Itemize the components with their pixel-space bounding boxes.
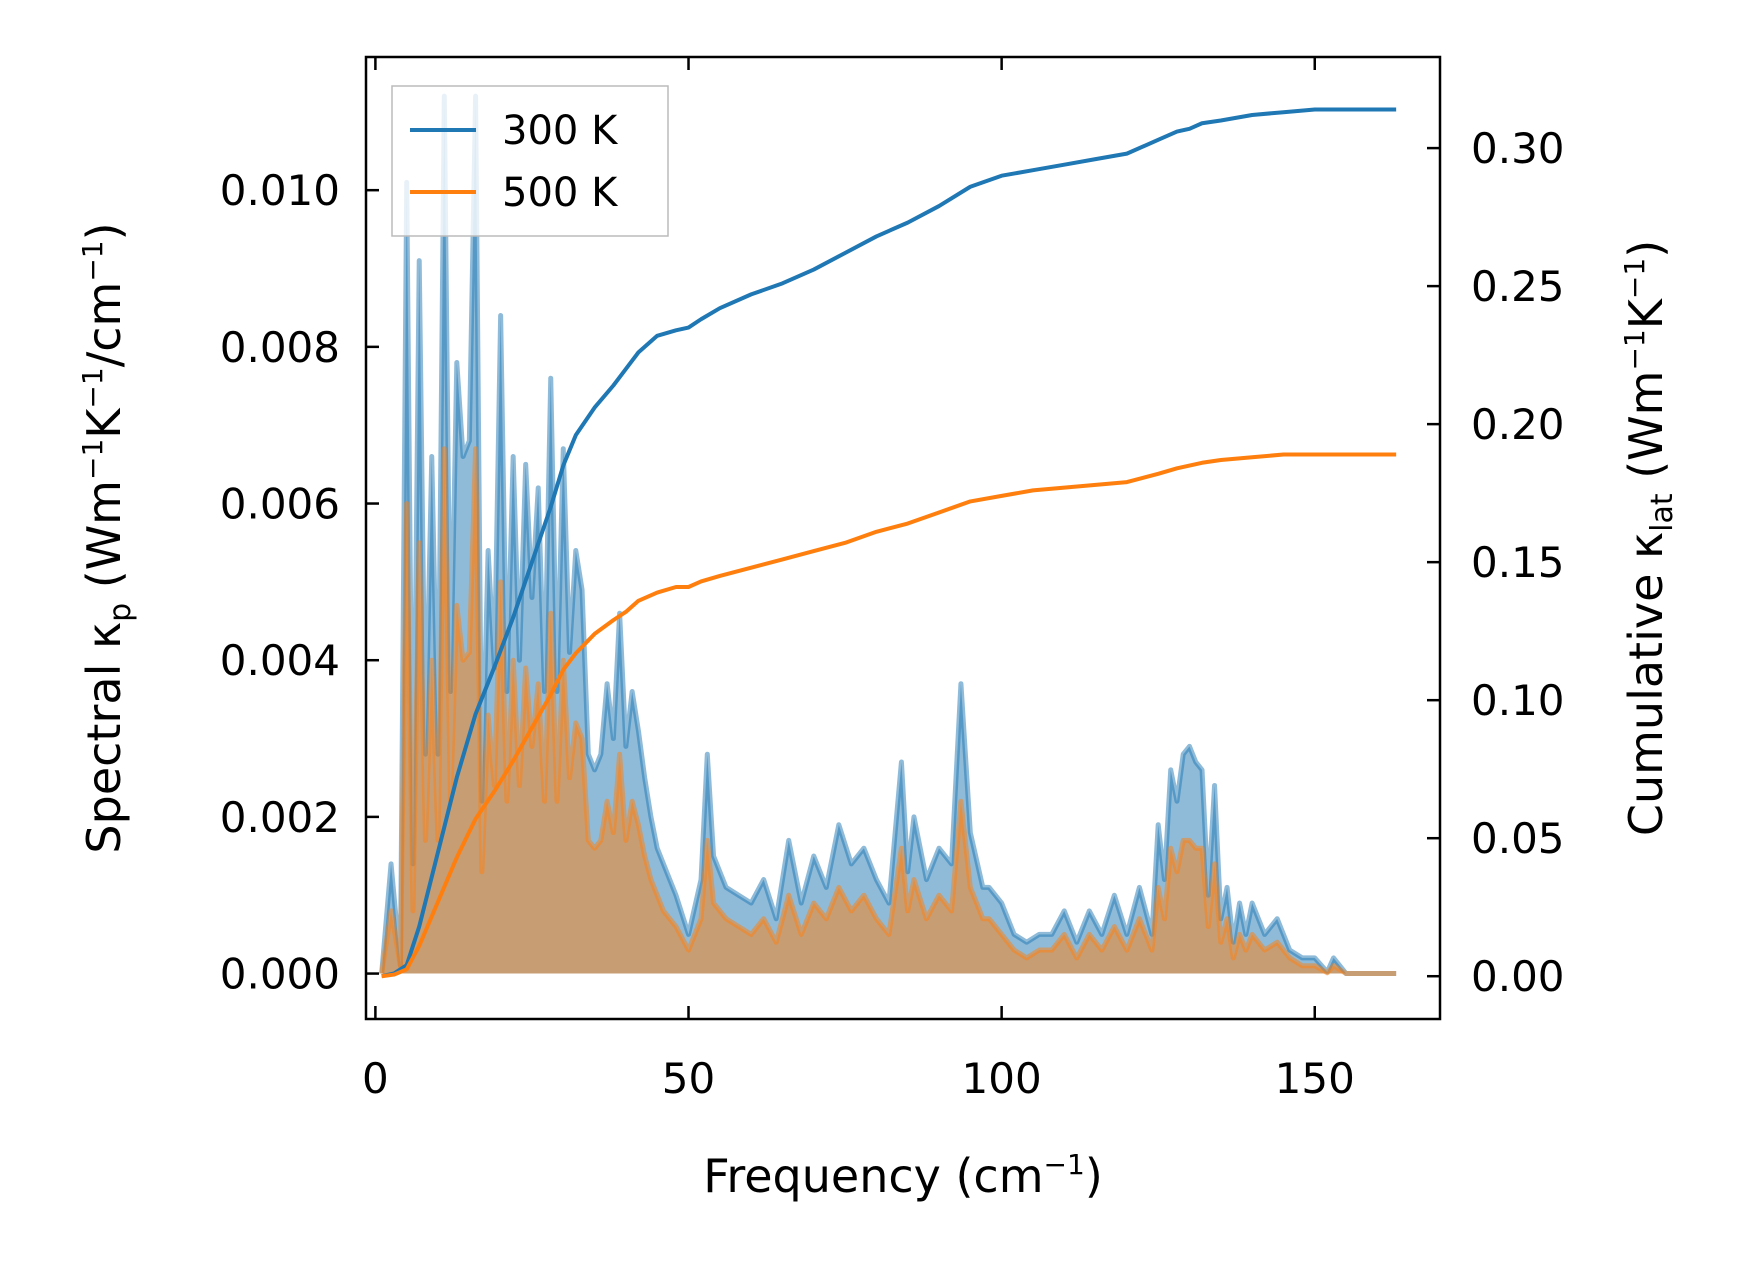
legend-label-300k: 300 K bbox=[502, 108, 619, 154]
y-tick-label-right: 0.20 bbox=[1471, 400, 1565, 449]
y-axis-label-left: Spectral κp (Wm−1K−1/cm−1) bbox=[76, 222, 138, 853]
x-tick-label: 50 bbox=[662, 1054, 715, 1103]
y-tick-label-left: 0.006 bbox=[220, 480, 340, 529]
y-tick-label-left: 0.008 bbox=[220, 323, 340, 372]
cumulative-line-300k bbox=[381, 107, 1397, 979]
spectral-line-500k bbox=[379, 446, 1397, 977]
y-tick-label-right: 0.05 bbox=[1471, 814, 1565, 863]
cumulative-line-500k bbox=[381, 452, 1397, 979]
x-tick-label: 0 bbox=[362, 1054, 389, 1103]
plot-frame bbox=[364, 55, 1442, 1021]
y-tick-label-right: 0.30 bbox=[1471, 124, 1565, 173]
y-tick-label-left: 0.000 bbox=[220, 950, 340, 999]
legend-box bbox=[391, 85, 669, 237]
legend-label-500k: 500 K bbox=[502, 170, 619, 216]
spectral-area-300k bbox=[381, 96, 1397, 974]
y-tick-label-right: 0.00 bbox=[1471, 952, 1565, 1001]
x-tick-label: 100 bbox=[962, 1054, 1042, 1103]
y-tick-label-left: 0.004 bbox=[220, 636, 340, 685]
spectral-area-500k bbox=[381, 448, 1397, 974]
tick-layer: 0 50 100 150 0.000 0.002 0.004 0.006 0.008 0.010 0… bbox=[220, 57, 1565, 1103]
x-tick-label: 150 bbox=[1275, 1054, 1355, 1103]
y-tick-label-right: 0.25 bbox=[1471, 262, 1565, 311]
y-tick-label-left: 0.002 bbox=[220, 793, 340, 842]
x-axis-label: Frequency (cm−1) bbox=[703, 1148, 1103, 1203]
y-axis-label-right: Cumulative κlat (Wm−1K−1) bbox=[1618, 240, 1680, 836]
spectral-line-300k bbox=[379, 93, 1397, 977]
y-tick-label-right: 0.10 bbox=[1471, 676, 1565, 725]
y-tick-label-left: 0.010 bbox=[220, 166, 340, 215]
y-tick-label-right: 0.15 bbox=[1471, 538, 1565, 587]
legend: 300 K 500 K bbox=[391, 85, 669, 237]
plot-layer bbox=[379, 93, 1397, 979]
